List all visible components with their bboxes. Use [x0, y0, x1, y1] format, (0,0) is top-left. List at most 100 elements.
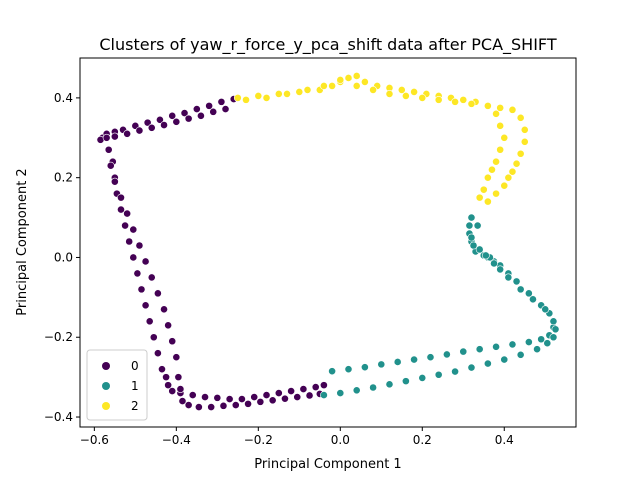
point-cluster-1 — [393, 358, 402, 366]
point-cluster-2 — [520, 137, 529, 146]
point-cluster-1 — [401, 377, 410, 386]
point-cluster-2 — [492, 157, 500, 166]
point-cluster-2 — [488, 165, 496, 174]
point-cluster-0 — [305, 391, 314, 400]
point-cluster-0 — [147, 123, 156, 132]
point-cluster-0 — [102, 133, 111, 142]
point-cluster-2 — [504, 173, 513, 182]
point-cluster-0 — [143, 118, 152, 127]
point-cluster-0 — [156, 115, 164, 124]
point-cluster-0 — [172, 117, 181, 126]
point-cluster-0 — [262, 391, 271, 399]
y-tick-label: −0.4 — [44, 410, 73, 424]
point-cluster-2 — [336, 76, 345, 84]
y-tick-label: 0.2 — [54, 171, 73, 185]
point-cluster-2 — [401, 91, 410, 100]
point-cluster-0 — [110, 177, 119, 186]
point-cluster-2 — [496, 121, 505, 130]
point-cluster-0 — [104, 145, 113, 154]
point-cluster-2 — [418, 93, 427, 102]
point-cluster-0 — [197, 111, 205, 120]
point-cluster-2 — [434, 95, 443, 104]
point-cluster-1 — [426, 353, 435, 362]
point-cluster-0 — [244, 399, 252, 408]
point-cluster-0 — [217, 97, 226, 106]
point-cluster-0 — [145, 317, 154, 326]
point-cluster-2 — [483, 197, 492, 206]
point-cluster-0 — [149, 333, 158, 342]
point-cluster-0 — [141, 301, 150, 310]
point-cluster-2 — [516, 113, 525, 122]
point-cluster-2 — [254, 91, 263, 100]
x-axis: −0.6 −0.4 −0.2 0.0 0.2 0.4 — [80, 427, 514, 447]
point-cluster-2 — [274, 90, 283, 98]
point-cluster-2 — [352, 72, 361, 80]
point-cluster-0 — [106, 161, 115, 170]
point-cluster-2 — [283, 90, 291, 98]
point-cluster-0 — [153, 289, 162, 298]
x-tick-label: 0.2 — [413, 433, 432, 447]
point-cluster-2 — [483, 173, 492, 182]
point-cluster-0 — [121, 221, 129, 230]
point-cluster-0 — [192, 105, 201, 113]
point-cluster-1 — [490, 259, 498, 268]
point-cluster-0 — [125, 237, 134, 246]
point-cluster-0 — [129, 225, 138, 234]
point-cluster-0 — [160, 305, 168, 314]
point-cluster-1 — [500, 355, 509, 364]
point-cluster-1 — [467, 233, 476, 242]
point-cluster-2 — [328, 82, 336, 90]
point-cluster-0 — [213, 393, 222, 402]
point-cluster-0 — [141, 257, 150, 266]
point-cluster-2 — [496, 145, 505, 154]
legend-marker-2 — [102, 402, 110, 410]
point-cluster-1 — [418, 374, 427, 382]
point-cluster-0 — [129, 253, 138, 262]
point-cluster-1 — [496, 265, 505, 274]
point-cluster-2 — [385, 90, 394, 98]
x-tick-label: −0.6 — [80, 433, 109, 447]
point-cluster-2 — [492, 109, 500, 118]
point-cluster-2 — [508, 105, 517, 114]
point-cluster-1 — [541, 305, 550, 314]
point-cluster-0 — [117, 205, 125, 214]
point-cluster-1 — [549, 333, 558, 342]
y-axis: −0.4 −0.2 0.0 0.2 0.4 — [44, 91, 80, 424]
point-cluster-2 — [479, 185, 488, 194]
point-cluster-2 — [483, 101, 492, 110]
point-cluster-1 — [524, 289, 533, 298]
point-cluster-2 — [295, 88, 304, 96]
point-cluster-1 — [385, 380, 394, 389]
point-cluster-0 — [176, 385, 185, 394]
point-cluster-0 — [123, 129, 132, 138]
point-cluster-1 — [473, 221, 482, 230]
point-cluster-0 — [320, 381, 328, 390]
point-cluster-0 — [164, 381, 173, 390]
point-cluster-2 — [303, 86, 312, 94]
point-cluster-1 — [537, 335, 546, 344]
point-cluster-2 — [475, 193, 484, 202]
point-cluster-2 — [508, 167, 517, 176]
point-cluster-0 — [209, 107, 218, 116]
point-cluster-2 — [516, 149, 525, 158]
point-cluster-0 — [137, 285, 146, 294]
point-cluster-0 — [172, 353, 181, 362]
point-cluster-1 — [328, 367, 336, 376]
x-tick-label: −0.4 — [162, 433, 191, 447]
point-cluster-1 — [360, 363, 369, 372]
point-cluster-2 — [500, 133, 509, 142]
point-cluster-0 — [168, 111, 177, 120]
point-cluster-1 — [469, 241, 478, 250]
y-tick-label: 0.0 — [54, 250, 73, 264]
point-cluster-2 — [397, 86, 406, 94]
point-cluster-0 — [178, 397, 187, 405]
point-cluster-2 — [320, 82, 328, 90]
point-cluster-1 — [344, 365, 353, 374]
point-cluster-2 — [512, 159, 521, 168]
point-cluster-0 — [225, 395, 234, 403]
point-cluster-2 — [344, 74, 353, 82]
point-cluster-0 — [219, 401, 228, 410]
point-cluster-0 — [133, 269, 142, 278]
point-cluster-1 — [467, 363, 476, 372]
point-cluster-0 — [164, 321, 173, 330]
